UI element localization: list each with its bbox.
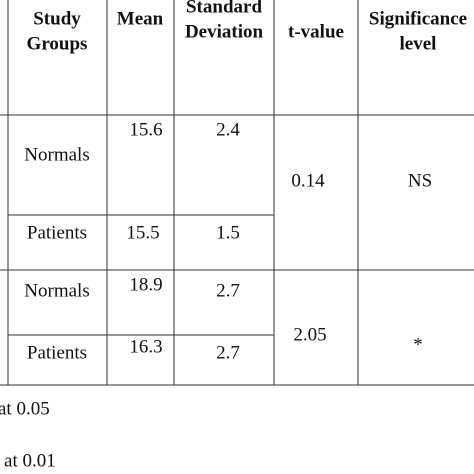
t-value-cell: 2.05 (293, 324, 326, 345)
header-cell: t-value (288, 21, 344, 42)
sd-cell: 2.4 (216, 119, 240, 140)
header-cell: Standard (186, 0, 262, 17)
sd-cell: 2.7 (216, 342, 240, 363)
header-cell: Study (33, 8, 81, 29)
grid-lines (0, 0, 474, 386)
mean-cell: 18.9 (129, 274, 162, 295)
sd-cell: 2.7 (216, 280, 240, 301)
mean-cell: 16.3 (129, 336, 162, 357)
header-cell: level (400, 33, 437, 54)
mean-cell: 15.6 (129, 119, 162, 140)
footnote: at 0.05 (0, 398, 50, 419)
sd-cell: 1.5 (216, 222, 240, 243)
group-cell: Normals (24, 144, 89, 165)
group-cell: Patients (27, 342, 87, 363)
mean-cell: 15.5 (126, 222, 159, 243)
header-cell: Significance (369, 8, 467, 29)
header-cell: Mean (117, 8, 164, 29)
footnote: t at 0.01 (0, 450, 56, 471)
significance-cell: NS (408, 170, 432, 191)
header-cell: Groups (27, 33, 88, 54)
significance-cell: * (413, 334, 423, 355)
group-cell: Patients (27, 222, 87, 243)
header-cell: Deviation (185, 21, 264, 42)
t-value-cell: 0.14 (291, 170, 325, 191)
group-cell: Normals (24, 280, 89, 301)
